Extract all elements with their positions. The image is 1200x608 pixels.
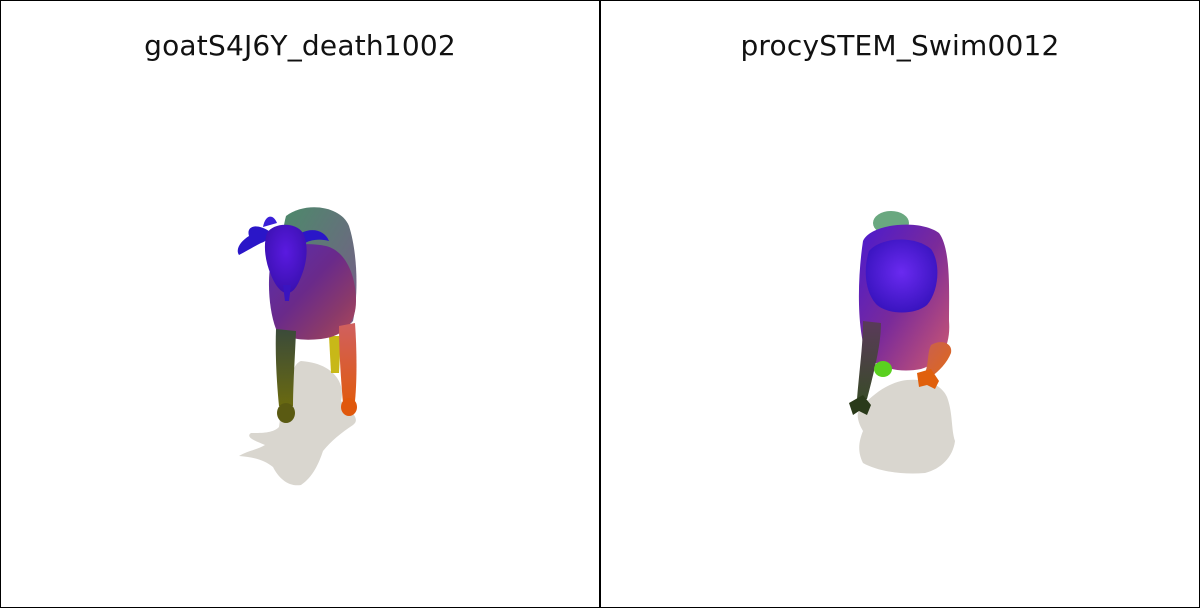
goat-horn-left (237, 226, 270, 255)
raccoon-arm-left (857, 321, 881, 399)
goat-hoof-left (277, 403, 295, 423)
render-panel-left: goatS4J6Y_death1002 (0, 0, 600, 608)
panel-title-right: procySTEM_Swim0012 (740, 29, 1060, 62)
raccoon-foot-green (874, 361, 892, 377)
panel-title-left: goatS4J6Y_death1002 (144, 29, 456, 62)
raccoon-mesh-render (849, 211, 955, 474)
goat-mesh-render (237, 207, 357, 486)
render-panel-right: procySTEM_Swim0012 (600, 0, 1200, 608)
goat-head (264, 224, 307, 293)
goat-hoof-right (341, 398, 357, 416)
goat-leg-back-right (329, 336, 341, 373)
raccoon-paw-right (917, 369, 939, 389)
goat-horn-right (301, 230, 329, 243)
raccoon-paw-left (849, 395, 871, 415)
goat-leg-front-left (275, 329, 296, 406)
raccoon-face (865, 239, 938, 313)
raccoon-arm-right (925, 342, 952, 377)
raccoon-shadow (857, 379, 955, 474)
goat-beard (283, 285, 291, 301)
goat-shadow (239, 361, 356, 486)
goat-leg-front-right (339, 323, 357, 403)
goat-horn-top (263, 216, 277, 227)
